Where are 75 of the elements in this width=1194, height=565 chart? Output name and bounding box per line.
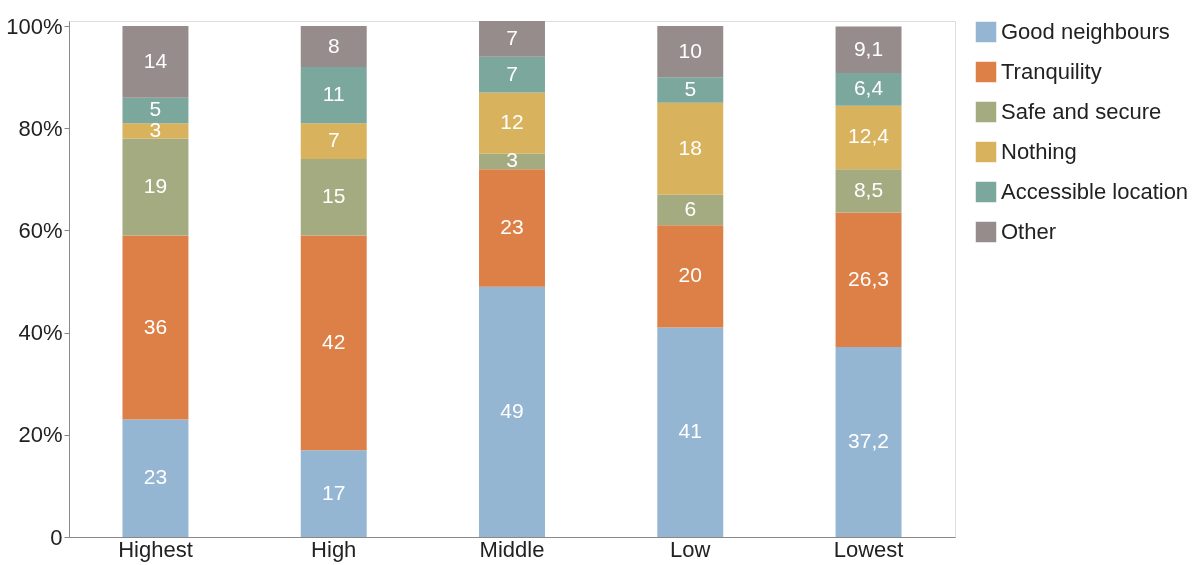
- data-label: 7: [506, 25, 518, 49]
- bar: [479, 21, 545, 57]
- bar: [300, 26, 367, 67]
- legend-label: Good neighbours: [1001, 19, 1170, 44]
- y-tick-label: 100%: [6, 13, 63, 39]
- bar: [835, 26, 902, 74]
- x-tick-label: Lowest: [833, 536, 904, 562]
- x-tick-label: Middle: [479, 536, 545, 562]
- data-label: 18: [678, 135, 702, 159]
- legend-label: Tranquility: [1001, 59, 1102, 84]
- y-tick-label: 40%: [18, 320, 63, 346]
- data-label: 14: [143, 48, 168, 72]
- bar: [835, 105, 902, 170]
- data-label: 15: [322, 184, 346, 208]
- bar: [657, 77, 724, 103]
- legend-label: Nothing: [1001, 139, 1077, 164]
- bar: [122, 97, 189, 124]
- bar: [122, 123, 189, 139]
- bar: [479, 56, 545, 93]
- data-label: 41: [678, 419, 702, 443]
- bar: [657, 194, 724, 226]
- data-label: 42: [322, 329, 346, 353]
- y-tick-label: 60%: [18, 217, 63, 243]
- bar: [479, 169, 545, 287]
- bar: [835, 73, 902, 106]
- data-label: 10: [678, 38, 702, 62]
- data-label: 20: [678, 263, 702, 287]
- bar: [479, 286, 545, 537]
- data-label: 6,4: [853, 76, 884, 100]
- bar: [300, 235, 367, 451]
- data-label: 11: [322, 82, 345, 106]
- y-tick-label: 0: [50, 524, 63, 550]
- x-tick-label: Highest: [118, 536, 193, 562]
- bar: [657, 327, 724, 537]
- data-label: 7: [506, 61, 518, 85]
- bar: [835, 212, 902, 347]
- data-label: 19: [143, 174, 168, 198]
- bar: [122, 419, 189, 537]
- bar: [300, 66, 367, 124]
- data-label: 23: [500, 214, 524, 238]
- data-label: 9,1: [853, 36, 884, 60]
- bar: [835, 346, 902, 537]
- bar: [657, 225, 724, 328]
- bar: [300, 450, 367, 537]
- data-label: 37,2: [848, 428, 889, 452]
- legend-label: Accessible location: [1001, 179, 1189, 204]
- data-label: 8,5: [853, 177, 884, 201]
- data-label: 5: [684, 76, 697, 100]
- bar: [657, 102, 724, 195]
- data-label: 36: [143, 314, 168, 338]
- data-label: 7: [327, 128, 340, 152]
- legend-label: Other: [1001, 219, 1057, 244]
- x-tick-label: Low: [670, 536, 711, 562]
- data-label: 3: [506, 148, 518, 172]
- bar: [122, 26, 189, 98]
- bar: [835, 169, 902, 213]
- data-label: 12: [500, 110, 524, 134]
- bar: [122, 138, 189, 236]
- bar: [479, 92, 545, 154]
- data-label: 8: [327, 33, 340, 57]
- data-label: 6: [684, 197, 697, 221]
- bar: [300, 123, 367, 159]
- bar: [479, 153, 545, 170]
- legend-label: Safe and secure: [1001, 99, 1162, 124]
- data-label: 17: [322, 480, 346, 504]
- y-tick-label: 20%: [18, 422, 63, 448]
- bar: [122, 235, 189, 420]
- data-label: 49: [500, 398, 524, 422]
- data-label: 26,3: [848, 266, 889, 290]
- x-tick-label: High: [311, 536, 357, 562]
- data-label: 12,4: [848, 124, 890, 148]
- data-label: 23: [143, 465, 168, 489]
- y-tick-label: 80%: [18, 115, 63, 141]
- bar: [657, 26, 724, 78]
- bar: [300, 158, 367, 236]
